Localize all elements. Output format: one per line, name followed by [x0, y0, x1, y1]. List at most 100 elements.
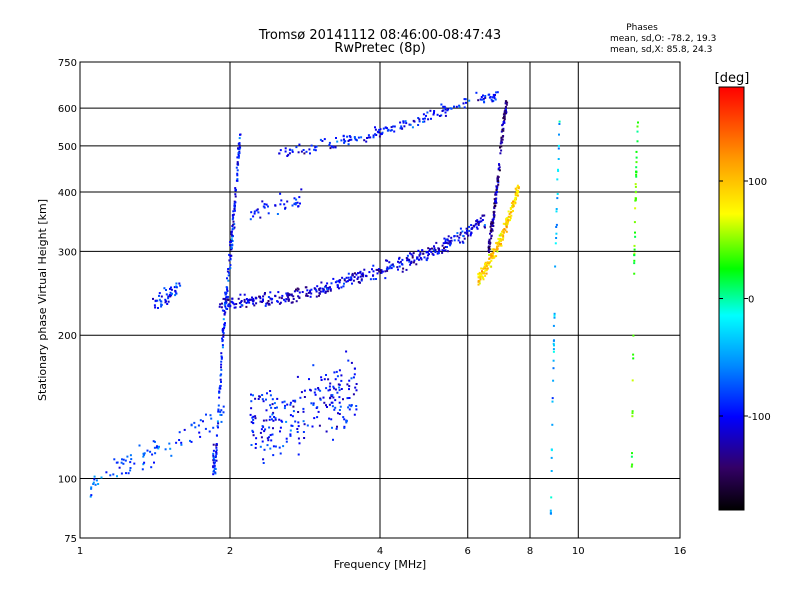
echo-point: [488, 257, 491, 260]
echo-point: [212, 452, 215, 455]
echo-point: [252, 418, 255, 421]
echo-point: [215, 449, 218, 452]
echo-point: [221, 330, 224, 333]
echo-point: [411, 254, 414, 257]
echo-point: [493, 215, 496, 218]
echo-point: [384, 277, 387, 280]
echo-point: [511, 205, 514, 207]
echo-point: [253, 304, 256, 307]
echo-point: [323, 378, 326, 381]
echo-point: [312, 364, 315, 367]
echo-point: [491, 251, 494, 254]
echo-point: [287, 153, 290, 156]
echo-point: [459, 241, 461, 244]
echo-point: [555, 226, 558, 228]
echo-point: [352, 279, 355, 282]
echo-point: [494, 205, 496, 207]
echo-point: [479, 277, 482, 280]
echo-point: [479, 276, 482, 279]
echo-point: [303, 396, 306, 398]
echo-point: [289, 414, 292, 417]
x-tick-label: 10: [572, 546, 585, 557]
echo-point: [219, 378, 222, 381]
echo-point: [229, 257, 232, 260]
echo-point: [512, 203, 515, 206]
echo-point: [558, 133, 560, 136]
echo-point: [219, 413, 222, 416]
echo-point: [498, 234, 501, 237]
echo-point: [507, 219, 510, 222]
echo-point: [278, 446, 281, 449]
echo-point: [354, 272, 356, 275]
echo-point: [284, 404, 286, 407]
echo-point: [272, 411, 275, 414]
echo-point: [459, 231, 462, 234]
echo-point: [286, 292, 289, 295]
echo-point: [381, 131, 384, 134]
echo-point: [220, 420, 223, 423]
echo-point: [506, 222, 509, 225]
echo-point: [493, 249, 496, 252]
echo-point: [321, 287, 324, 290]
echo-point: [495, 91, 498, 94]
echo-point: [347, 406, 350, 409]
echo-point: [252, 431, 255, 434]
echo-point: [305, 150, 308, 153]
echo-point: [500, 238, 503, 241]
echo-point: [331, 426, 333, 429]
echo-point: [324, 291, 327, 294]
echo-point: [633, 221, 636, 224]
echo-point: [488, 261, 491, 264]
echo-point: [500, 149, 503, 152]
echo-point: [263, 448, 266, 451]
echo-point: [504, 108, 507, 111]
echo-point: [262, 205, 265, 208]
echo-point: [334, 399, 337, 402]
echo-point: [154, 452, 157, 455]
echo-point: [154, 440, 156, 443]
echo-point: [343, 138, 345, 141]
echo-point: [335, 137, 337, 139]
echo-point: [205, 413, 207, 416]
echo-point: [484, 95, 487, 97]
echo-point: [338, 389, 341, 392]
echo-point: [342, 416, 345, 419]
echo-point: [292, 410, 295, 413]
echo-point: [490, 230, 493, 233]
echo-point: [493, 211, 496, 213]
echo-point: [403, 125, 406, 128]
echo-point: [466, 231, 469, 234]
echo-point: [493, 202, 496, 205]
echo-point: [271, 297, 274, 300]
echo-point: [343, 279, 346, 282]
echo-point: [233, 303, 236, 306]
echo-point: [219, 374, 222, 377]
echo-point: [297, 425, 300, 428]
echo-point: [93, 478, 96, 481]
echo-point: [316, 285, 319, 288]
echo-point: [232, 213, 235, 216]
echo-point: [555, 210, 558, 213]
echo-point: [331, 405, 334, 408]
echo-point: [444, 249, 447, 252]
echo-point: [556, 193, 559, 195]
echo-point: [278, 152, 281, 155]
echo-point: [392, 265, 395, 268]
echo-point: [445, 238, 447, 241]
echo-point: [498, 241, 501, 244]
echo-point: [267, 205, 269, 208]
echo-point: [550, 449, 553, 452]
echo-point: [170, 288, 173, 291]
echo-point: [259, 300, 262, 303]
echo-point: [295, 198, 298, 201]
echo-point: [477, 99, 480, 102]
echo-point: [388, 261, 391, 264]
stats-header: Phases: [626, 23, 658, 33]
echo-point: [504, 229, 507, 232]
echo-point: [450, 236, 453, 239]
echo-point: [157, 307, 159, 309]
echo-point: [631, 463, 634, 466]
echo-point: [465, 101, 467, 104]
echo-point: [278, 296, 281, 299]
echo-point: [115, 461, 118, 464]
